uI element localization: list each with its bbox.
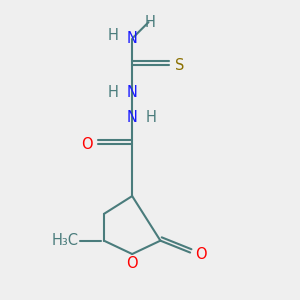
Text: H: H (107, 85, 118, 100)
Text: H: H (107, 28, 118, 43)
Text: N: N (127, 31, 138, 46)
Text: H: H (145, 15, 155, 30)
Text: H₃C: H₃C (52, 233, 79, 248)
Text: N: N (127, 110, 138, 125)
Text: O: O (81, 136, 93, 152)
Text: O: O (196, 247, 207, 262)
Text: S: S (175, 58, 184, 73)
Text: N: N (127, 85, 138, 100)
Text: O: O (126, 256, 138, 271)
Text: H: H (146, 110, 157, 125)
